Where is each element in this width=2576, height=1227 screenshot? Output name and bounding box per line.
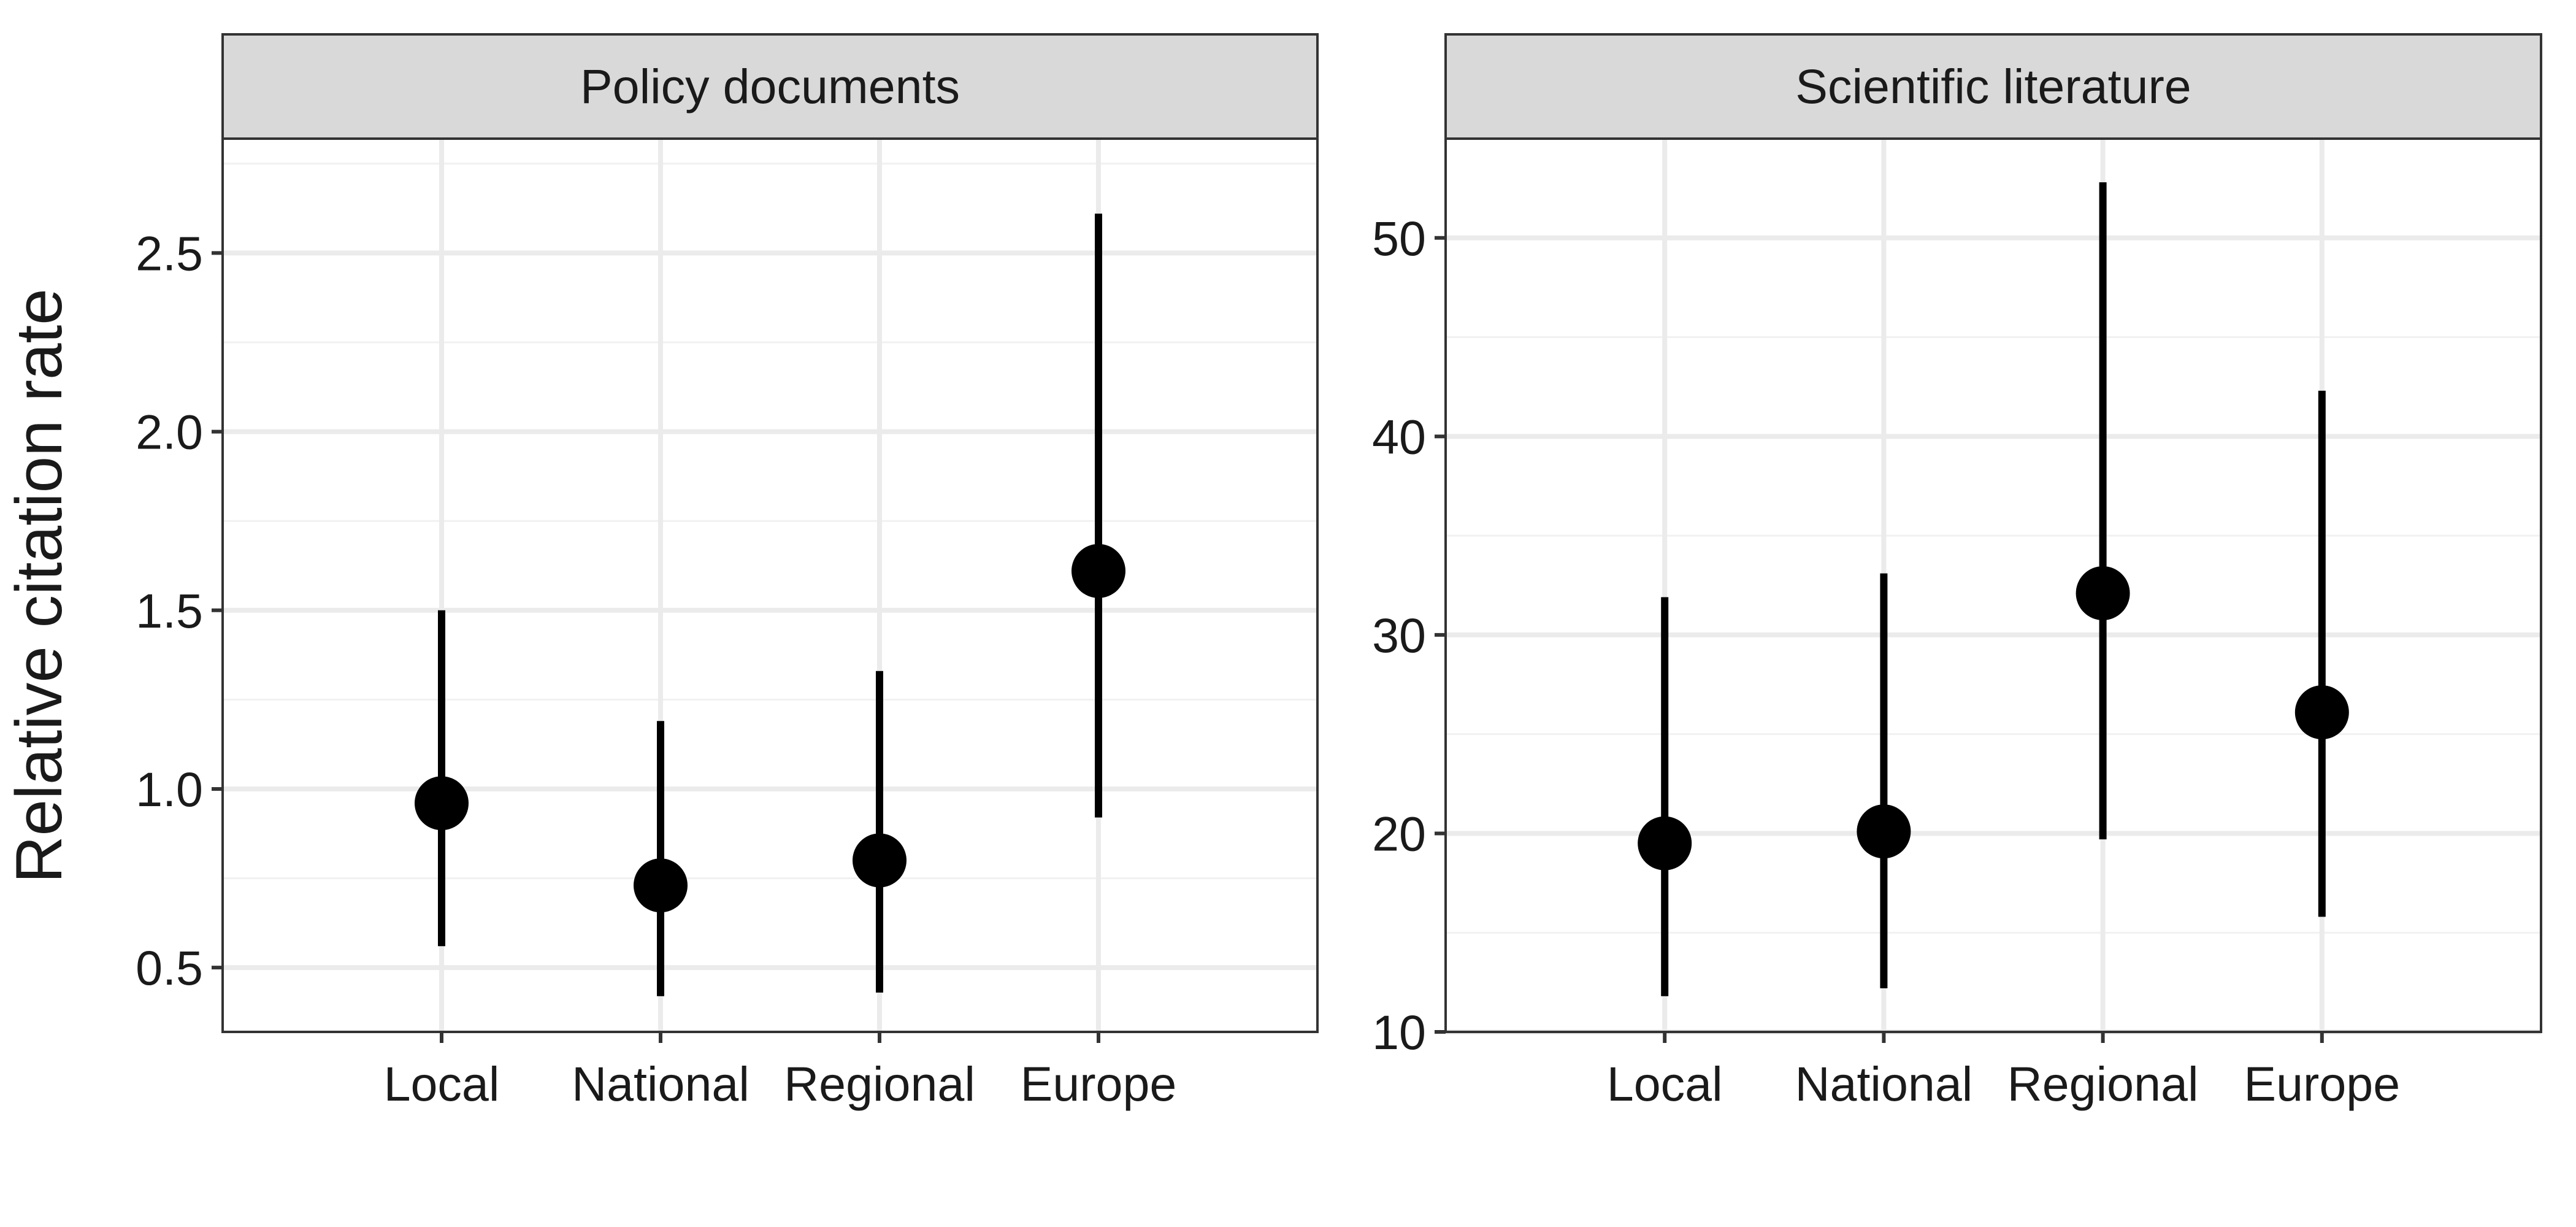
- y-tick-label: 30: [1372, 608, 1426, 663]
- y-tick-label: 40: [1372, 409, 1426, 464]
- strip-background: [221, 33, 1319, 140]
- x-tick-label-national: National: [1795, 1056, 1972, 1111]
- x-tick-label-regional: Regional: [2007, 1056, 2199, 1111]
- x-tick-label-europe: Europe: [1021, 1056, 1177, 1111]
- y-tick-label: 0.5: [136, 940, 203, 995]
- x-tick-label-regional: Regional: [784, 1056, 975, 1111]
- y-tick-label: 20: [1372, 806, 1426, 861]
- y-axis-label: Relative citation rate: [2, 288, 75, 883]
- point-regional: [853, 833, 907, 888]
- panel-policy-documents: Policy documents 0.5 1.0 1.5 2.0 2.5 Local Nati…: [136, 33, 1319, 1111]
- point-national: [1857, 804, 1911, 859]
- x-tick-label-national: National: [572, 1056, 749, 1111]
- point-europe: [1071, 544, 1125, 598]
- panel-title: Policy documents: [580, 59, 960, 113]
- panel-scientific-literature: Scientific literature 10 20 30 40 50 Local Nati…: [1372, 33, 2542, 1111]
- x-tick-label-local: Local: [384, 1056, 500, 1111]
- plot-area: [1446, 139, 2541, 1032]
- y-tick-label: 1.0: [136, 762, 203, 817]
- point-europe: [2294, 685, 2349, 740]
- point-local: [1638, 816, 1692, 871]
- x-tick-label-europe: Europe: [2244, 1056, 2400, 1111]
- point-local: [415, 776, 469, 831]
- y-tick-label: 10: [1372, 1005, 1426, 1060]
- strip-background: [1444, 33, 2542, 140]
- plot-area: [223, 139, 1317, 1032]
- point-national: [634, 858, 688, 913]
- panels: Policy documents 0.5 1.0 1.5 2.0 2.5 Local Nati…: [136, 33, 2542, 1111]
- point-regional: [2076, 566, 2130, 620]
- y-tick-label: 50: [1372, 211, 1426, 266]
- y-tick-label: 2.5: [136, 226, 203, 280]
- x-tick-label-local: Local: [1607, 1056, 1723, 1111]
- y-tick-label: 1.5: [136, 583, 203, 638]
- panel-title: Scientific literature: [1795, 59, 2191, 113]
- y-tick-label: 2.0: [136, 405, 203, 460]
